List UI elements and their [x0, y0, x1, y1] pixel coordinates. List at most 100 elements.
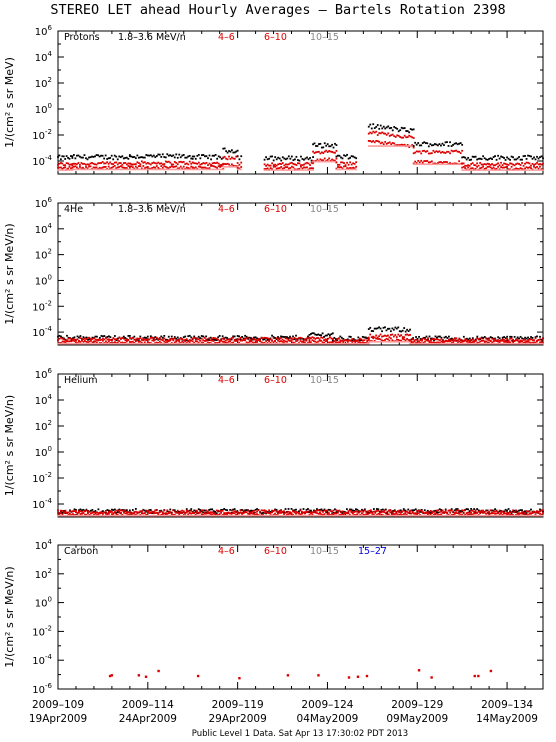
data-point — [133, 163, 136, 166]
data-point — [239, 514, 242, 517]
data-point — [397, 134, 400, 137]
data-point — [477, 169, 480, 171]
data-point — [509, 169, 511, 171]
data-point — [82, 156, 84, 159]
data-point — [537, 163, 540, 166]
data-point — [400, 340, 403, 343]
data-point — [151, 339, 154, 342]
data-point — [348, 335, 351, 338]
data-point — [305, 511, 308, 514]
data-point — [354, 339, 357, 342]
data-point — [58, 337, 61, 340]
data-point — [73, 338, 76, 341]
data-point — [169, 508, 172, 511]
data-point — [426, 509, 429, 512]
data-point — [407, 339, 410, 341]
data-point — [113, 161, 116, 164]
data-point — [352, 162, 355, 165]
data-point — [376, 340, 379, 343]
data-point — [290, 165, 293, 168]
data-point — [465, 169, 468, 171]
data-point — [324, 334, 327, 337]
data-point — [394, 136, 397, 138]
data-point — [379, 142, 382, 145]
data-point — [118, 155, 121, 158]
data-point — [188, 154, 191, 157]
data-point — [232, 341, 235, 344]
data-point — [110, 168, 113, 171]
data-point — [148, 338, 151, 341]
data-point — [304, 342, 306, 345]
data-point — [387, 145, 390, 147]
data-point — [437, 511, 440, 514]
data-point — [170, 512, 173, 515]
data-point — [373, 336, 376, 339]
data-point — [346, 153, 348, 156]
data-point — [145, 509, 148, 512]
data-point — [232, 508, 235, 511]
x-tick-label-doy: 2009–134 — [481, 699, 533, 711]
data-point — [471, 341, 474, 343]
data-point — [320, 508, 323, 511]
data-point — [101, 161, 104, 163]
data-point — [482, 342, 485, 345]
data-point — [167, 154, 170, 157]
data-point — [500, 161, 502, 164]
data-point — [79, 168, 81, 171]
data-point — [73, 514, 76, 517]
data-point — [277, 514, 279, 517]
data-point — [280, 512, 282, 514]
data-point — [70, 510, 73, 513]
data-point — [101, 154, 104, 157]
data-point — [494, 169, 496, 171]
data-point — [211, 168, 214, 171]
data-point — [76, 154, 78, 157]
data-point — [173, 168, 176, 171]
data-point — [397, 333, 400, 336]
data-point — [284, 508, 287, 510]
data-point — [328, 157, 331, 160]
data-point — [395, 514, 398, 517]
data-point — [375, 340, 377, 343]
data-point — [240, 161, 243, 164]
data-point — [440, 340, 443, 343]
data-point — [153, 168, 155, 171]
data-point — [207, 157, 209, 160]
data-point — [456, 509, 459, 512]
data-point — [67, 340, 70, 343]
data-point — [147, 342, 149, 345]
data-point — [414, 151, 417, 154]
data-point — [211, 508, 214, 511]
data-point — [79, 164, 81, 166]
data-point — [376, 145, 379, 147]
data-point — [233, 338, 236, 341]
data-point — [64, 511, 67, 514]
data-point — [241, 335, 244, 338]
data-point — [263, 341, 266, 344]
data-point — [332, 511, 335, 514]
data-point — [323, 336, 325, 338]
data-point — [119, 168, 122, 171]
data-point — [495, 167, 498, 170]
data-point — [64, 514, 67, 517]
data-point — [202, 166, 205, 169]
data-point — [304, 512, 306, 515]
data-point — [146, 511, 149, 514]
data-point — [104, 162, 107, 165]
data-point — [126, 168, 128, 171]
data-point — [350, 163, 353, 166]
data-point — [461, 169, 463, 171]
data-point — [394, 334, 397, 336]
data-point — [518, 512, 520, 515]
data-point — [202, 168, 205, 171]
data-point — [516, 342, 519, 345]
data-point — [184, 342, 187, 345]
data-point — [524, 155, 526, 157]
data-point — [71, 164, 74, 167]
data-point — [377, 508, 380, 511]
data-point — [540, 339, 543, 342]
data-point — [427, 161, 430, 164]
data-point — [163, 512, 166, 515]
data-point — [235, 155, 238, 158]
data-point — [312, 167, 314, 170]
